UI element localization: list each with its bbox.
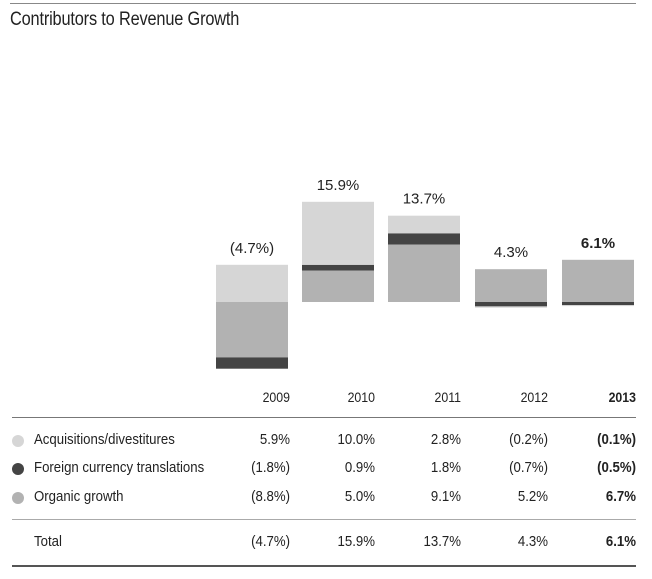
bar-segment-acquisitions-2012: [475, 306, 547, 308]
chart-title: Contributors to Revenue Growth: [10, 9, 240, 30]
bar-segment-organic-2011: [388, 244, 460, 302]
cell-acquisitions-2013: (0.1%): [597, 431, 636, 448]
year-header-2011: 2011: [434, 389, 461, 405]
cell-total-2010: 15.9%: [337, 533, 375, 550]
total-label-2010: 15.9%: [317, 177, 360, 194]
cell-acquisitions-2010: 10.0%: [337, 431, 375, 448]
legend-dot-acquisitions: [12, 435, 24, 447]
cell-total-2013: 6.1%: [605, 533, 636, 550]
year-header-2010: 2010: [347, 389, 375, 405]
total-rule: [12, 519, 636, 520]
bar-segment-fx-2012: [475, 302, 547, 307]
bottom-rule: [12, 565, 636, 567]
cell-total-2009: (4.7%): [251, 533, 290, 550]
bar-segment-fx-2009: [216, 357, 288, 369]
row-label-fx: Foreign currency translations: [34, 459, 205, 476]
cell-organic-2011: 9.1%: [430, 488, 461, 505]
row-label-total: Total: [34, 533, 62, 550]
cell-organic-2012: 5.2%: [517, 488, 548, 505]
bar-segment-organic-2012: [475, 269, 547, 302]
bar-segment-acquisitions-2010: [302, 201, 374, 265]
total-label-2009: (4.7%): [230, 240, 274, 257]
legend-dot-fx: [12, 463, 24, 475]
bar-segment-acquisitions-2009: [216, 264, 288, 302]
cell-organic-2010: 5.0%: [344, 488, 375, 505]
cell-total-2011: 13.7%: [423, 533, 461, 550]
cell-fx-2009: (1.8%): [251, 459, 290, 476]
stacked-bar-chart: (4.7%) 15.9% 13.7% 4.3% 6.1%: [216, 177, 634, 369]
year-header-2009: 2009: [262, 389, 290, 405]
bar-segment-fx-2013: [562, 302, 634, 306]
bar-segment-organic-2013: [562, 259, 634, 302]
bar-segment-fx-2011: [388, 233, 460, 245]
row-label-acquisitions: Acquisitions/divestitures: [34, 431, 175, 448]
bar-segment-acquisitions-2011: [388, 215, 460, 234]
cell-acquisitions-2011: 2.8%: [430, 431, 461, 448]
year-header-2013: 2013: [608, 389, 636, 405]
row-label-organic: Organic growth: [34, 488, 124, 505]
bar-segment-acquisitions-2013: [562, 305, 634, 307]
cell-acquisitions-2012: (0.2%): [509, 431, 548, 448]
cell-total-2012: 4.3%: [517, 533, 548, 550]
cell-organic-2009: (8.8%): [251, 488, 290, 505]
cell-fx-2011: 1.8%: [430, 459, 461, 476]
header-rule: [12, 417, 636, 418]
cell-fx-2010: 0.9%: [344, 459, 375, 476]
bar-segment-organic-2009: [216, 302, 288, 358]
cell-organic-2013: 6.7%: [605, 488, 636, 505]
total-label-2011: 13.7%: [403, 191, 446, 208]
top-rule: [10, 3, 636, 4]
cell-fx-2013: (0.5%): [597, 459, 636, 476]
total-label-2012: 4.3%: [494, 244, 528, 261]
cell-fx-2012: (0.7%): [509, 459, 548, 476]
bar-segment-fx-2010: [302, 264, 374, 271]
legend-dot-organic: [12, 492, 24, 504]
cell-acquisitions-2009: 5.9%: [259, 431, 290, 448]
bar-segment-organic-2010: [302, 270, 374, 302]
year-header-2012: 2012: [520, 389, 548, 405]
total-label-2013: 6.1%: [581, 235, 615, 252]
